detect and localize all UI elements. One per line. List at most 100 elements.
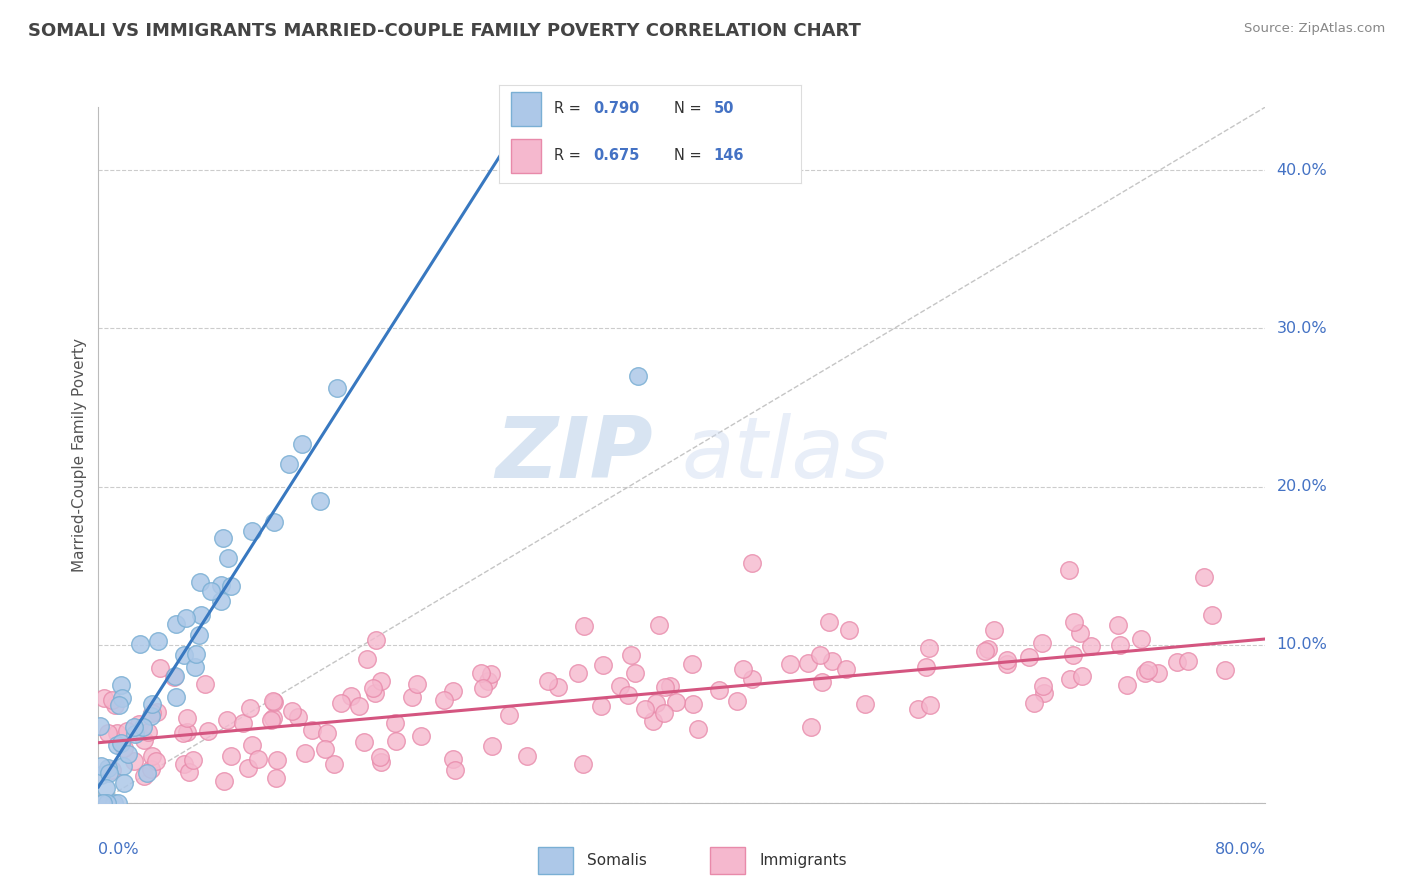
Point bbox=[498, 707, 520, 722]
Point bbox=[1032, 679, 1054, 693]
Point bbox=[983, 623, 1005, 637]
Point bbox=[141, 697, 163, 711]
Text: 20.0%: 20.0% bbox=[1277, 479, 1327, 494]
Text: N =: N = bbox=[675, 102, 707, 116]
Point bbox=[200, 583, 222, 598]
Point bbox=[314, 741, 336, 756]
Point bbox=[1116, 678, 1139, 692]
Text: Immigrants: Immigrants bbox=[759, 854, 846, 868]
Text: SOMALI VS IMMIGRANTS MARRIED-COUPLE FAMILY POVERTY CORRELATION CHART: SOMALI VS IMMIGRANTS MARRIED-COUPLE FAMI… bbox=[28, 22, 860, 40]
Point bbox=[112, 759, 135, 773]
Point bbox=[149, 661, 172, 675]
Point bbox=[811, 675, 834, 690]
Point bbox=[665, 695, 688, 709]
Point bbox=[364, 633, 387, 648]
Text: R =: R = bbox=[554, 102, 585, 116]
Point bbox=[915, 660, 938, 674]
Text: 30.0%: 30.0% bbox=[1277, 321, 1327, 336]
Point bbox=[918, 698, 941, 712]
Point bbox=[1147, 665, 1170, 680]
Point bbox=[145, 755, 167, 769]
Point bbox=[433, 693, 456, 707]
Point bbox=[917, 641, 939, 656]
FancyBboxPatch shape bbox=[512, 92, 541, 126]
Point bbox=[725, 694, 748, 708]
Point bbox=[1213, 663, 1236, 677]
Point bbox=[1063, 615, 1085, 629]
Point bbox=[810, 648, 832, 662]
Point bbox=[323, 756, 346, 771]
Point bbox=[682, 697, 704, 711]
Point bbox=[1032, 685, 1054, 699]
Point bbox=[741, 672, 763, 686]
Text: 40.0%: 40.0% bbox=[1277, 163, 1327, 178]
Point bbox=[1137, 663, 1160, 677]
Point bbox=[643, 714, 665, 729]
Point bbox=[132, 720, 155, 734]
Point bbox=[741, 556, 763, 570]
Point bbox=[401, 690, 423, 704]
Text: R =: R = bbox=[554, 148, 585, 163]
Text: 0.675: 0.675 bbox=[593, 148, 640, 163]
Point bbox=[115, 723, 138, 738]
Point bbox=[145, 705, 167, 719]
Point bbox=[1177, 654, 1199, 668]
Point bbox=[1107, 618, 1129, 632]
Point bbox=[197, 724, 219, 739]
Point bbox=[481, 739, 503, 753]
Point bbox=[176, 724, 198, 739]
Point bbox=[634, 702, 657, 716]
Point bbox=[139, 708, 162, 723]
Point bbox=[1080, 639, 1102, 653]
Point bbox=[1194, 570, 1216, 584]
Point bbox=[567, 665, 589, 680]
Point bbox=[94, 780, 117, 795]
Point bbox=[316, 725, 339, 739]
FancyBboxPatch shape bbox=[537, 847, 574, 874]
Point bbox=[165, 690, 187, 704]
Point bbox=[128, 717, 150, 731]
Point bbox=[591, 698, 613, 713]
Point bbox=[364, 686, 387, 700]
Point bbox=[405, 677, 427, 691]
Point bbox=[214, 773, 236, 788]
Point bbox=[370, 673, 392, 688]
Point bbox=[572, 756, 595, 771]
Point bbox=[477, 673, 499, 688]
Point bbox=[239, 701, 262, 715]
FancyBboxPatch shape bbox=[710, 847, 745, 874]
Point bbox=[179, 765, 201, 780]
Point bbox=[91, 796, 114, 810]
Point bbox=[1057, 563, 1080, 577]
Point bbox=[627, 368, 650, 383]
Point bbox=[659, 680, 682, 694]
Point bbox=[977, 641, 1000, 656]
Point bbox=[212, 531, 235, 545]
Point bbox=[240, 524, 263, 539]
Point bbox=[141, 706, 163, 720]
Point bbox=[707, 683, 730, 698]
Point bbox=[609, 679, 631, 693]
Point bbox=[124, 727, 146, 741]
Point bbox=[1069, 625, 1091, 640]
Point bbox=[246, 752, 269, 766]
Point bbox=[278, 457, 301, 471]
Point bbox=[441, 684, 464, 698]
Point bbox=[112, 741, 135, 756]
Point bbox=[349, 699, 371, 714]
Point bbox=[93, 690, 115, 705]
Text: 50: 50 bbox=[714, 102, 734, 116]
Point bbox=[1071, 669, 1094, 683]
Text: ZIP: ZIP bbox=[495, 413, 652, 497]
Point bbox=[103, 796, 125, 810]
Point bbox=[361, 681, 384, 695]
Point bbox=[645, 696, 668, 710]
Point bbox=[97, 761, 120, 775]
Point bbox=[1059, 672, 1081, 686]
Text: 0.790: 0.790 bbox=[593, 102, 640, 116]
Point bbox=[262, 711, 284, 725]
Point bbox=[779, 657, 801, 671]
Point bbox=[172, 726, 194, 740]
Text: 10.0%: 10.0% bbox=[1277, 637, 1327, 652]
Point bbox=[190, 607, 212, 622]
